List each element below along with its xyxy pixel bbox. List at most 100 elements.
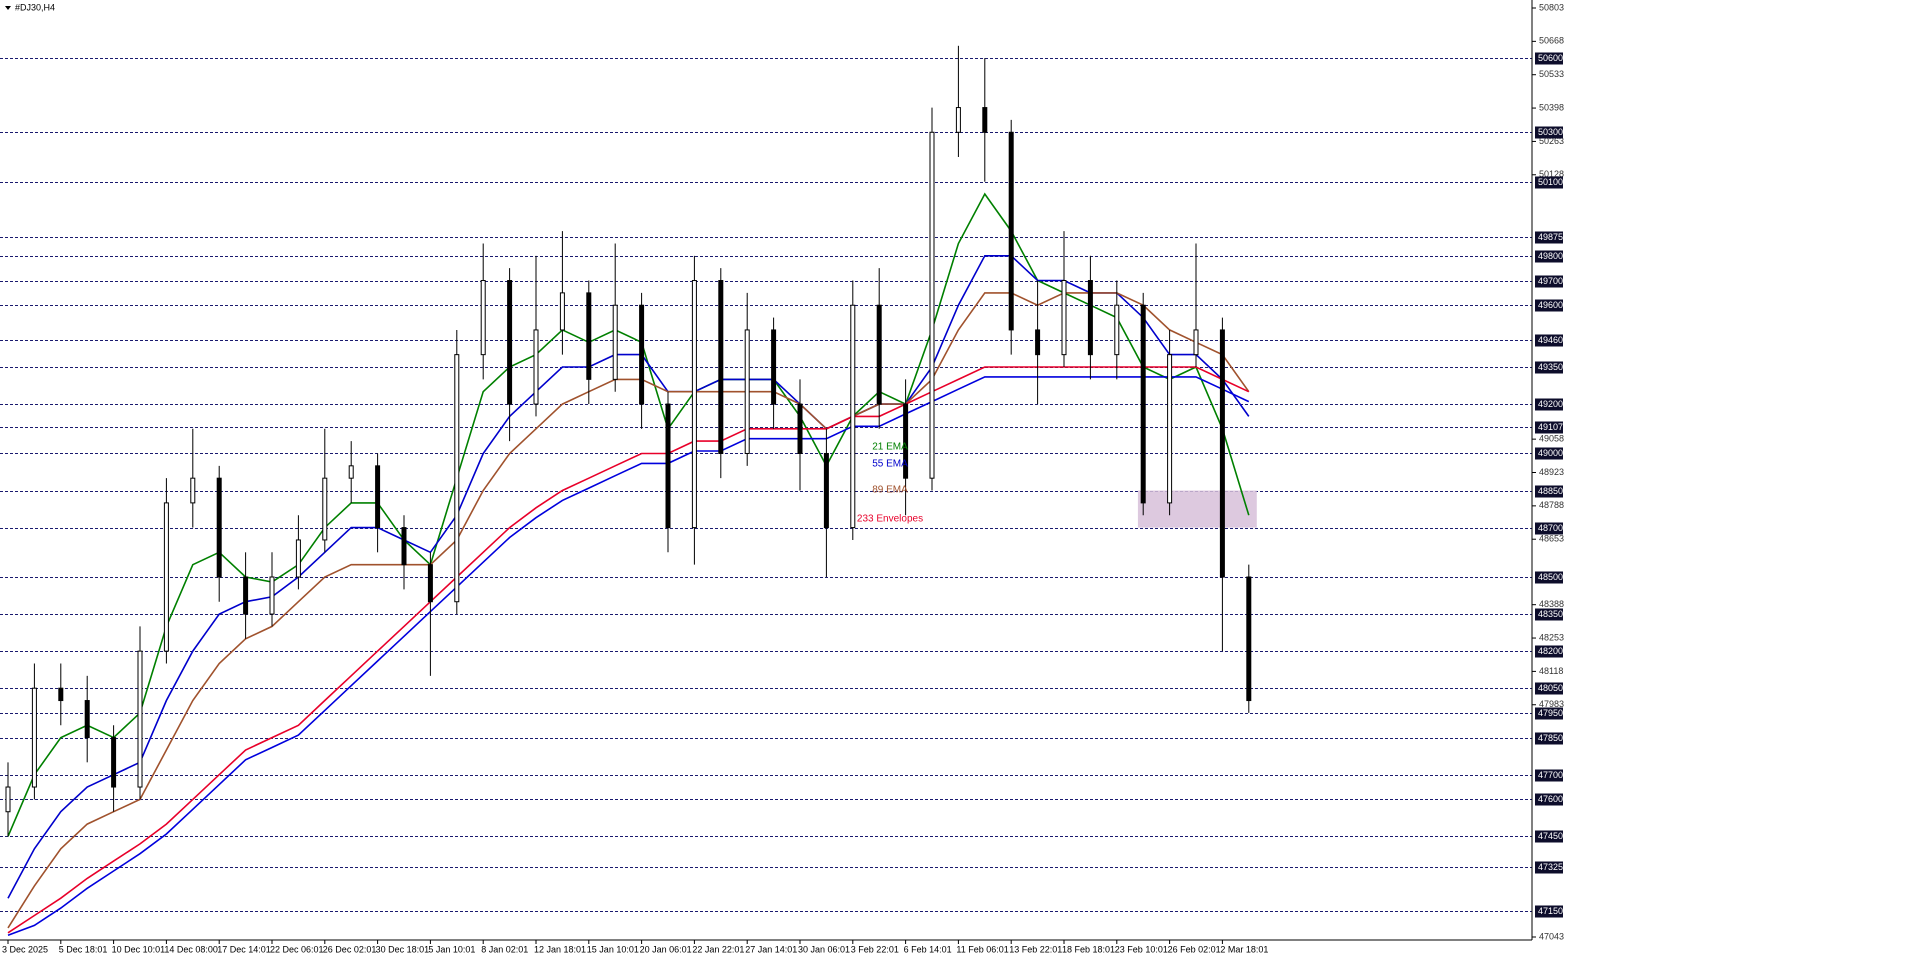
price-tick-label: 50128 <box>1539 169 1564 179</box>
ema89-label: 89 EMA <box>872 485 908 496</box>
candle-body <box>850 304 856 529</box>
price-tick-label: 47983 <box>1539 699 1564 709</box>
level-label-bg <box>1535 769 1563 782</box>
level-label-bg <box>1535 571 1563 584</box>
time-tick-label: 13 Feb 22:01 <box>1009 944 1062 954</box>
level-label-bg <box>1535 707 1563 720</box>
ema21-label: 21 EMA <box>872 442 908 453</box>
level-label-bg <box>1535 608 1563 621</box>
level-label: 47950 <box>1538 708 1563 718</box>
candle-body <box>31 687 37 788</box>
candle-body <box>243 576 249 615</box>
price-tick-label: 48118 <box>1539 666 1563 676</box>
candle-body <box>718 280 724 454</box>
candle-body <box>295 539 301 578</box>
time-tick-label: 20 Jan 06:01 <box>640 944 692 954</box>
level-label-bg <box>1535 522 1563 535</box>
candle-body <box>823 452 829 529</box>
symbol-menu-icon[interactable] <box>5 6 11 10</box>
candle-body <box>876 304 882 405</box>
price-tick-label: 50803 <box>1539 2 1564 12</box>
level-label-bg <box>1535 52 1563 65</box>
level-label: 48350 <box>1538 609 1563 619</box>
candle-body <box>955 107 961 133</box>
time-tick-label: 26 Feb 02:01 <box>1168 944 1221 954</box>
level-label: 50600 <box>1538 53 1563 63</box>
level-label-bg <box>1535 361 1563 374</box>
time-tick-label: 15 Jan 10:01 <box>587 944 639 954</box>
time-tick-label: 5 Dec 18:01 <box>59 944 108 954</box>
candle-body <box>480 280 486 356</box>
level-label: 50300 <box>1538 127 1563 137</box>
candle-body <box>797 403 803 454</box>
candle-body <box>269 576 275 615</box>
level-label: 49107 <box>1538 422 1563 432</box>
time-tick-label: 26 Dec 02:01 <box>323 944 377 954</box>
level-label: 49700 <box>1538 276 1563 286</box>
level-label-bg <box>1535 421 1563 434</box>
level-label-bg <box>1535 334 1563 347</box>
candle-body <box>691 280 697 529</box>
candle-body <box>1140 304 1146 504</box>
level-label-bg <box>1535 732 1563 745</box>
price-tick-label: 49058 <box>1539 434 1564 444</box>
candle-body <box>216 477 222 578</box>
time-tick-label: 22 Jan 22:01 <box>692 944 744 954</box>
level-label: 49350 <box>1538 362 1563 372</box>
candle-body <box>1114 304 1120 356</box>
candle-body <box>1167 354 1173 504</box>
candle-body <box>1035 329 1041 356</box>
level-label: 49800 <box>1538 251 1563 261</box>
candle-body <box>639 304 645 405</box>
level-label: 48200 <box>1538 646 1563 656</box>
candle-body <box>1246 576 1252 702</box>
candle-body <box>586 292 592 380</box>
price-tick-label: 50668 <box>1539 36 1564 46</box>
indicator-line <box>7 192 1250 837</box>
level-label: 47450 <box>1538 831 1563 841</box>
price-tick-label: 50533 <box>1539 69 1564 79</box>
level-label: 47850 <box>1538 733 1563 743</box>
price-tick-label: 48788 <box>1539 500 1564 510</box>
candle-body <box>348 465 354 479</box>
candle-body <box>454 354 460 603</box>
time-tick-label: 30 Dec 18:01 <box>376 944 430 954</box>
level-label: 48500 <box>1538 572 1563 582</box>
time-tick-label: 3 Feb 22:01 <box>851 944 899 954</box>
price-tick-label: 48253 <box>1539 632 1564 642</box>
candle-body <box>190 477 196 504</box>
level-label-bg <box>1535 398 1563 411</box>
level-label: 48050 <box>1538 683 1563 693</box>
candle-body <box>111 737 117 788</box>
candle-body <box>58 687 64 702</box>
zone <box>1137 490 1257 528</box>
time-tick-label: 3 Dec 2025 <box>2 944 48 954</box>
envelopes-label: 233 Envelopes <box>857 514 923 525</box>
candle-body <box>533 329 539 405</box>
indicator-line <box>7 292 1250 929</box>
time-tick-label: 12 Jan 18:01 <box>534 944 586 954</box>
candle-body <box>1087 280 1093 356</box>
price-tick-label: 48923 <box>1539 467 1564 477</box>
level-label: 48700 <box>1538 523 1563 533</box>
candle-body <box>559 292 565 331</box>
level-label: 48850 <box>1538 486 1563 496</box>
candle-body <box>5 786 11 813</box>
level-label: 49600 <box>1538 300 1563 310</box>
level-label-bg <box>1535 830 1563 843</box>
indicator-line-lower <box>7 376 1250 937</box>
candle-body <box>612 304 618 380</box>
candle-body <box>163 502 169 652</box>
price-tick-label: 50398 <box>1539 102 1564 112</box>
time-tick-label: 5 Jan 10:01 <box>428 944 475 954</box>
level-label-bg <box>1535 485 1563 498</box>
candle-body <box>1061 280 1067 356</box>
candle-body <box>982 107 988 133</box>
candle-body <box>903 403 909 479</box>
time-tick-label: 22 Dec 06:01 <box>270 944 324 954</box>
level-label-bg <box>1535 176 1563 189</box>
time-tick-label: 23 Feb 10:01 <box>1115 944 1168 954</box>
level-label-bg <box>1535 126 1563 139</box>
